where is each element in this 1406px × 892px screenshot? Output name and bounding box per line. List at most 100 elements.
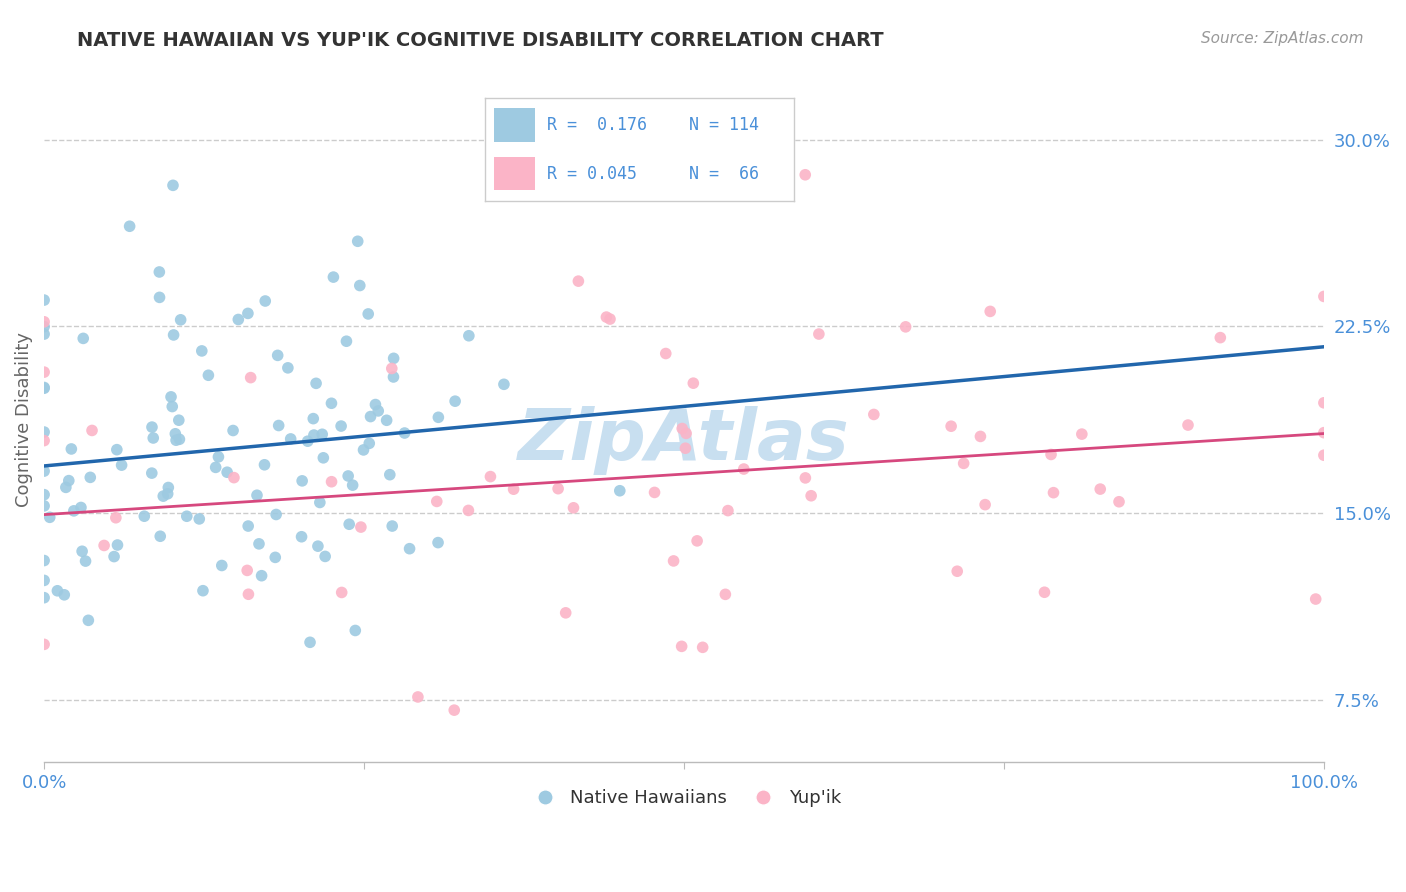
Point [353, 442, 375, 457]
Point [330, 419, 353, 434]
Point [335, 334, 357, 349]
Point [655, 346, 678, 360]
Point [134, 509, 156, 524]
Point [104, 510, 127, 524]
Point [794, 471, 817, 485]
Point [253, 458, 276, 472]
Point [152, 489, 174, 503]
Point [1108, 495, 1130, 509]
Point [382, 370, 405, 384]
Point [595, 310, 617, 324]
Point [103, 549, 125, 564]
Point [357, 307, 380, 321]
Point [141, 420, 163, 434]
Point [671, 421, 693, 435]
Point [32, 315, 55, 329]
Point [1033, 585, 1056, 599]
Point [162, 400, 184, 414]
Point [717, 503, 740, 517]
Point [609, 483, 631, 498]
Point [32, 637, 55, 651]
Point [1070, 427, 1092, 442]
Point [302, 411, 325, 425]
Point [107, 538, 129, 552]
Point [337, 517, 360, 532]
Point [160, 390, 183, 404]
Point [337, 469, 360, 483]
Point [969, 429, 991, 443]
Point [682, 376, 704, 391]
Legend: Native Hawaiians, Yup'ik: Native Hawaiians, Yup'ik [520, 782, 848, 814]
Point [307, 539, 329, 553]
Point [342, 478, 364, 492]
Point [952, 456, 974, 470]
Point [444, 394, 467, 409]
Point [1177, 418, 1199, 433]
Point [686, 533, 709, 548]
Point [169, 432, 191, 446]
Point [32, 464, 55, 478]
Point [1090, 482, 1112, 496]
Point [222, 424, 245, 438]
Point [344, 624, 367, 638]
Point [38, 510, 60, 524]
Point [228, 312, 250, 326]
Point [207, 450, 229, 464]
Point [974, 498, 997, 512]
Point [32, 488, 55, 502]
Point [359, 436, 381, 450]
Text: ZipAtlas: ZipAtlas [519, 406, 849, 475]
Point [382, 351, 405, 366]
Point [567, 274, 589, 288]
Point [247, 537, 270, 551]
Point [1209, 331, 1232, 345]
Point [118, 219, 141, 234]
Point [360, 409, 382, 424]
Point [1042, 485, 1064, 500]
Point [939, 419, 962, 434]
Point [547, 482, 569, 496]
Point [72, 331, 94, 345]
Point [406, 690, 429, 704]
Point [246, 488, 269, 502]
Point [714, 587, 737, 601]
Point [32, 293, 55, 307]
Point [264, 508, 287, 522]
Point [314, 549, 336, 564]
Point [394, 425, 416, 440]
Point [222, 470, 245, 484]
Point [149, 529, 172, 543]
Point [457, 328, 479, 343]
Point [55, 480, 77, 494]
Point [692, 640, 714, 655]
Point [32, 499, 55, 513]
Point [204, 460, 226, 475]
Point [381, 361, 404, 376]
Point [443, 703, 465, 717]
Point [93, 539, 115, 553]
Point [236, 563, 259, 577]
Point [312, 450, 335, 465]
Point [427, 410, 450, 425]
Point [894, 319, 917, 334]
Point [381, 519, 404, 533]
Point [32, 319, 55, 334]
Point [305, 376, 328, 391]
Point [321, 396, 343, 410]
Point [562, 500, 585, 515]
Point [413, 763, 436, 777]
Point [264, 550, 287, 565]
Point [60, 442, 83, 456]
Point [169, 313, 191, 327]
Point [502, 482, 524, 496]
Point [148, 265, 170, 279]
Point [176, 509, 198, 524]
Point [167, 413, 190, 427]
Point [733, 462, 755, 476]
Text: NATIVE HAWAIIAN VS YUP'IK COGNITIVE DISABILITY CORRELATION CHART: NATIVE HAWAIIAN VS YUP'IK COGNITIVE DISA… [77, 31, 884, 50]
Point [239, 370, 262, 384]
Point [58, 474, 80, 488]
Point [644, 485, 666, 500]
Point [426, 494, 449, 508]
Point [162, 178, 184, 193]
